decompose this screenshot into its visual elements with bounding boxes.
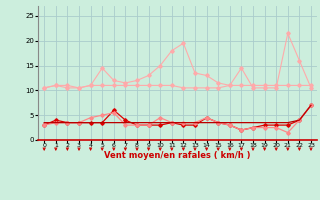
X-axis label: Vent moyen/en rafales ( km/h ): Vent moyen/en rafales ( km/h ) [104,151,251,160]
